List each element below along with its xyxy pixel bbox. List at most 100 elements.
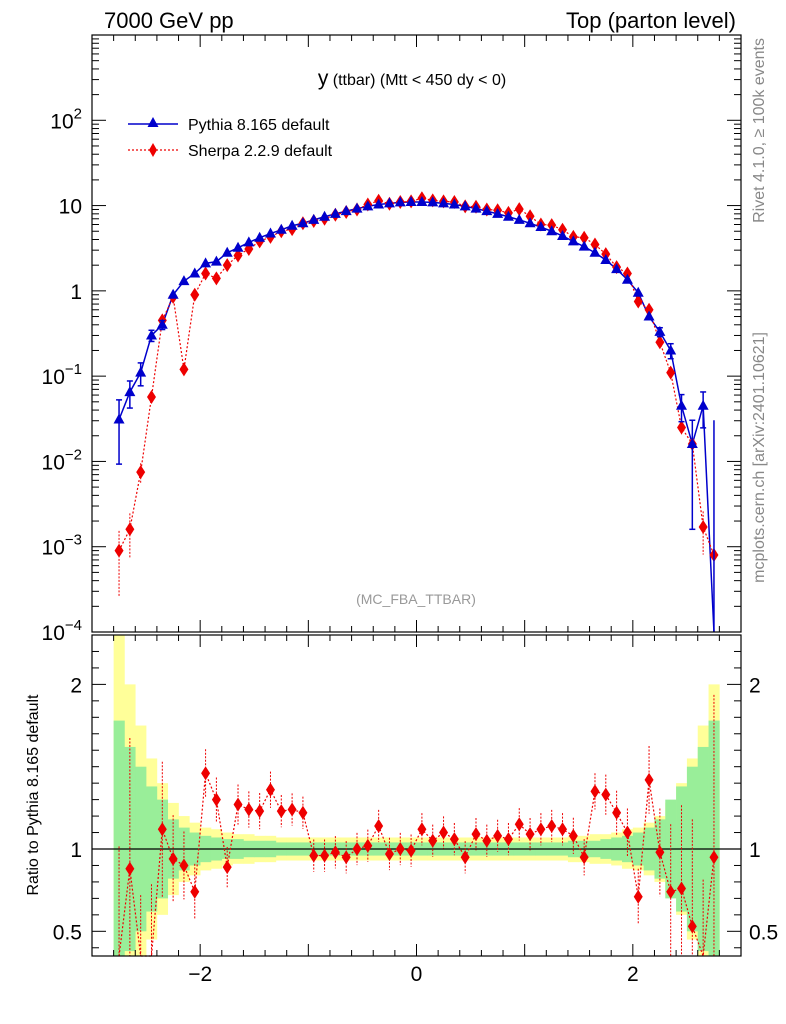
pythia-point bbox=[232, 241, 244, 252]
pythia-point bbox=[567, 235, 579, 246]
sherpa-ratio-point bbox=[460, 850, 470, 865]
title-variable: y bbox=[318, 67, 329, 90]
legend-triangle-icon bbox=[147, 117, 159, 127]
sherpa-ratio-point bbox=[579, 850, 589, 865]
pythia-point bbox=[362, 200, 374, 211]
legend-item-sherpa: Sherpa 2.2.9 default bbox=[128, 143, 333, 160]
sherpa-point bbox=[666, 365, 676, 380]
ratio-y-tick-label-left: 1 bbox=[70, 839, 82, 862]
sherpa-ratio-point bbox=[352, 842, 362, 856]
pythia-point bbox=[200, 257, 212, 268]
pythia-point bbox=[340, 205, 352, 216]
pythia-point bbox=[502, 210, 514, 221]
pythia-point bbox=[394, 196, 406, 207]
sherpa-point bbox=[179, 362, 189, 377]
sherpa-point bbox=[655, 335, 665, 350]
pythia-point bbox=[427, 196, 439, 207]
sherpa-ratio-point bbox=[709, 850, 719, 865]
sherpa-point bbox=[677, 420, 687, 435]
pythia-point bbox=[513, 213, 525, 224]
sherpa-point bbox=[114, 543, 124, 558]
chart-title: y (ttbar) (Mtt < 450 dy < 0) bbox=[318, 67, 506, 90]
pythia-point bbox=[167, 288, 179, 299]
pythia-point bbox=[243, 236, 255, 247]
pythia-point bbox=[535, 221, 547, 232]
ratio-y-tick-label-right: 1 bbox=[749, 839, 761, 862]
sherpa-ratio-point bbox=[168, 851, 178, 866]
pythia-point bbox=[600, 254, 612, 265]
sherpa-ratio-point bbox=[439, 825, 449, 840]
pythia-point bbox=[697, 399, 709, 410]
ratio-band-inner bbox=[708, 720, 720, 956]
pythia-point bbox=[481, 205, 493, 216]
sherpa-point bbox=[211, 271, 221, 286]
pythia-point bbox=[611, 263, 623, 274]
y-tick-label: 10−1 bbox=[42, 361, 82, 389]
pythia-point bbox=[297, 217, 309, 228]
ratio-ylabel: Ratio to Pythia 8.165 default bbox=[25, 694, 42, 896]
sherpa-ratio-point bbox=[677, 881, 687, 896]
y-tick-label: 1 bbox=[70, 281, 82, 304]
sherpa-ratio-point bbox=[265, 782, 275, 797]
pythia-point bbox=[275, 223, 287, 234]
sherpa-ratio-point bbox=[341, 850, 351, 865]
x-tick-label: 2 bbox=[627, 963, 639, 986]
sherpa-ratio-point bbox=[298, 805, 308, 820]
sherpa-ratio-point bbox=[493, 828, 503, 843]
sherpa-ratio-point bbox=[590, 784, 600, 799]
pythia-point bbox=[448, 198, 460, 209]
legend-diamond-icon bbox=[149, 143, 157, 157]
ratio-band-inner bbox=[113, 720, 125, 956]
ratio-frame bbox=[91, 634, 742, 957]
pythia-point bbox=[113, 413, 125, 424]
sherpa-ratio-point bbox=[633, 889, 643, 904]
energy-label: 7000 GeV pp bbox=[104, 8, 234, 33]
legend-label-pythia: Pythia 8.165 default bbox=[188, 117, 330, 134]
sherpa-ratio-point bbox=[244, 802, 254, 817]
sherpa-point bbox=[579, 230, 589, 245]
pythia-point bbox=[643, 310, 655, 321]
sherpa-ratio-point bbox=[558, 822, 568, 837]
pythia-point bbox=[286, 219, 298, 230]
sherpa-point bbox=[125, 522, 135, 537]
sherpa-point bbox=[622, 266, 632, 281]
sherpa-point bbox=[222, 258, 232, 273]
pythia-point bbox=[676, 399, 688, 410]
sherpa-ratio-point bbox=[644, 772, 654, 787]
process-label: Top (parton level) bbox=[566, 8, 736, 33]
sherpa-ratio-point bbox=[428, 833, 438, 848]
sherpa-ratio-point bbox=[601, 787, 611, 802]
ratio-y-tick-label-right: 2 bbox=[749, 674, 761, 697]
sherpa-ratio-point bbox=[395, 842, 405, 856]
sherpa-point bbox=[633, 294, 643, 309]
pythia-point bbox=[264, 227, 276, 238]
sherpa-point bbox=[201, 266, 211, 281]
pythia-point bbox=[621, 273, 633, 284]
title-rest: (ttbar) (Mtt < 450 dy < 0) bbox=[328, 72, 506, 89]
pythia-point bbox=[632, 286, 644, 297]
pythia-point bbox=[470, 202, 482, 213]
sherpa-ratio-point bbox=[330, 845, 340, 860]
sherpa-ratio-point bbox=[536, 822, 546, 837]
pythia-point bbox=[210, 255, 222, 266]
sherpa-ratio-point bbox=[384, 846, 394, 861]
pythia-point bbox=[329, 207, 341, 218]
main-plot-panel: 10−4 10−3 10−2 10−1 1 10 102 y (ttbar) (Mtt < … bbox=[42, 34, 742, 645]
pythia-point bbox=[438, 197, 450, 208]
sherpa-point bbox=[514, 202, 524, 217]
sherpa-ratio-point bbox=[276, 804, 286, 819]
sherpa-ratio-point bbox=[547, 818, 557, 833]
pythia-point bbox=[405, 196, 417, 207]
sherpa-ratio-point bbox=[612, 805, 622, 820]
sherpa-point bbox=[233, 248, 243, 263]
sherpa-point bbox=[547, 218, 557, 233]
pythia-point bbox=[524, 217, 536, 228]
x-tick-label: −2 bbox=[188, 963, 212, 986]
pythia-point bbox=[373, 198, 385, 209]
pythia-point bbox=[459, 200, 471, 211]
sherpa-line bbox=[118, 197, 715, 556]
pythia-point bbox=[665, 344, 677, 355]
pythia-point bbox=[221, 246, 233, 257]
ratio-y-tick-label-left: 2 bbox=[70, 674, 82, 697]
